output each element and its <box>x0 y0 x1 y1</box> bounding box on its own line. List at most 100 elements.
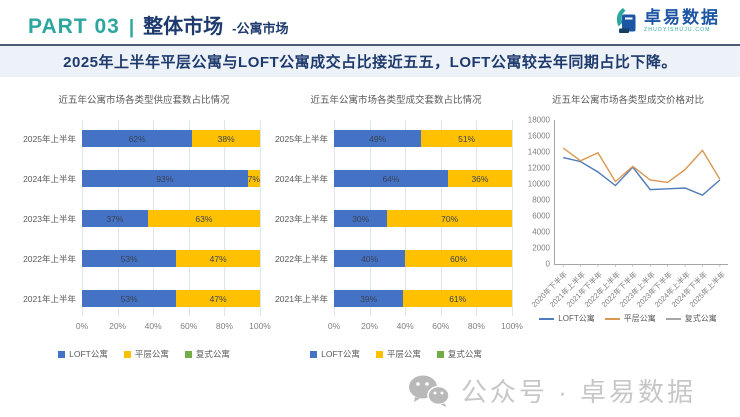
gridline <box>512 120 513 316</box>
line-plot: 0 2000 4000 6000 8000 10000 12000 14000 16000 180… <box>528 116 728 269</box>
bar-row: 2025年上半年 62% 38% <box>23 130 260 147</box>
x-axis-labels: 0% 20% 40% 60% 80% 100% <box>328 321 523 334</box>
x-tick-label: 20% <box>361 321 379 331</box>
category-label: 2024年上半年 <box>275 173 328 184</box>
bar-segment: 47% <box>176 250 260 267</box>
brand-logo-icon <box>616 8 636 33</box>
legend-label: 平层公寓 <box>623 314 656 323</box>
legend-item: 复式公寓 <box>436 348 482 360</box>
bar-row: 2021年上半年 53% 47% <box>23 290 260 307</box>
category-label: 2025年上半年 <box>275 133 328 144</box>
bar-row: 2024年上半年 93% 7% <box>23 170 260 187</box>
legend-swatch <box>436 350 444 358</box>
bar-track: 39% 61% <box>334 290 512 307</box>
part-label: PART 03 <box>28 15 120 38</box>
category-label: 2021年上半年 <box>23 293 76 304</box>
legend-label: LOFT公寓 <box>69 349 108 359</box>
bar-track: 30% 70% <box>334 210 512 227</box>
y-tick-label: 10000 <box>527 179 550 189</box>
slide-header: PART 03 | 整体市场 -公寓市场 <box>28 10 288 39</box>
bar-segment: 38% <box>192 130 260 147</box>
bar-segment: 37% <box>82 210 148 227</box>
y-tick-label: 6000 <box>532 211 550 221</box>
line-series-svg <box>562 147 721 267</box>
legend-line-swatch <box>604 317 620 320</box>
gridline <box>260 120 261 316</box>
legend-label: LOFT公寓 <box>558 314 595 323</box>
chart-sales-share: 近五年公寓市场各类型成交套数占比情况 2025年上半年 49% 51% 2024年上半… <box>272 88 523 360</box>
x-axis-labels: 2020年下半年 2021年上半年 2021年下半年 2022年上半年 2022年下半年… <box>530 265 728 313</box>
legend-item: LOFT公寓 <box>539 313 595 324</box>
bar-plot: 2025年上半年 49% 51% 2024年上半年 64% 36% 2023年上半年 30% 7… <box>275 120 513 316</box>
legend-swatch <box>58 350 66 358</box>
x-tick-label: 40% <box>144 321 162 331</box>
bar-track: 62% 38% <box>82 130 260 147</box>
legend-label: 复式公寓 <box>447 349 482 359</box>
bar-segment: 51% <box>421 130 512 147</box>
headline-band: 2025年上半年平层公寓与LOFT公寓成交占比接近五五，LOFT公寓较去年同期占… <box>0 46 740 77</box>
headline: 2025年上半年平层公寓与LOFT公寓成交占比接近五五，LOFT公寓较去年同期占… <box>63 54 677 71</box>
bar-track: 93% 7% <box>82 170 260 187</box>
category-label: 2022年上半年 <box>275 253 328 264</box>
bar-segment: 70% <box>387 210 512 227</box>
bar-segment: 36% <box>447 170 512 187</box>
legend-item: LOFT公寓 <box>58 348 108 360</box>
bar-segment: 60% <box>405 250 512 267</box>
y-tick-label: 8000 <box>532 195 550 205</box>
legend-item: 平层公寓 <box>123 348 169 360</box>
bar-segment: 30% <box>334 210 388 227</box>
category-label: 2022年上半年 <box>23 253 76 264</box>
legend-item: 复式公寓 <box>665 313 717 324</box>
bar-row: 2025年上半年 49% 51% <box>275 130 512 147</box>
bar-plot: 2025年上半年 62% 38% 2024年上半年 93% 7% 2023年上半年 37% 63… <box>23 120 261 316</box>
legend-swatch <box>184 350 192 358</box>
bar-segment: 53% <box>82 290 177 307</box>
chart-legend: LOFT公寓 平层公寓 复式公寓 <box>20 348 268 360</box>
legend-label: 复式公寓 <box>195 349 230 359</box>
bar-segment: 47% <box>176 290 260 307</box>
bar-track: 40% 60% <box>334 250 512 267</box>
bar-row: 2024年上半年 64% 36% <box>275 170 512 187</box>
bar-row: 2022年上半年 53% 47% <box>23 250 260 267</box>
category-label: 2024年上半年 <box>23 173 76 184</box>
x-tick-label: 100% <box>249 321 271 331</box>
bar-segment: 7% <box>247 170 260 187</box>
legend-swatch <box>310 350 318 358</box>
section-subtitle: -公寓市场 <box>232 21 289 36</box>
legend-swatch <box>375 350 383 358</box>
category-label: 2021年上半年 <box>275 293 328 304</box>
bar-segment: 40% <box>334 250 406 267</box>
bar-row: 2022年上半年 40% 60% <box>275 250 512 267</box>
legend-label: 平层公寓 <box>134 349 169 359</box>
category-label: 2025年上半年 <box>23 133 76 144</box>
bar-row: 2023年上半年 30% 70% <box>275 210 512 227</box>
section-title: 整体市场 <box>143 16 224 38</box>
chart-legend: LOFT公寓 平层公寓 复式公寓 <box>272 348 520 360</box>
y-tick-label: 0 <box>545 259 550 269</box>
y-tick-label: 18000 <box>527 115 550 125</box>
brand-logo-text: 卓易数据 zhuoyishuju.com <box>644 9 720 33</box>
legend-line-swatch <box>539 317 555 320</box>
x-tick-label: 80% <box>215 321 233 331</box>
x-tick-label: 20% <box>109 321 127 331</box>
bar-track: 53% 47% <box>82 250 260 267</box>
legend-swatch <box>123 350 131 358</box>
chart-price-trend: 近五年公寓市场各类型成交价格对比 0 2000 4000 6000 8000 10000 1… <box>516 88 740 324</box>
bar-segment: 49% <box>334 130 422 147</box>
legend-item: LOFT公寓 <box>310 348 360 360</box>
legend-label: LOFT公寓 <box>321 349 360 359</box>
wechat-icon <box>408 375 450 407</box>
bar-track: 53% 47% <box>82 290 260 307</box>
y-tick-label: 12000 <box>527 163 550 173</box>
bar-segment: 64% <box>334 170 448 187</box>
y-tick-label: 4000 <box>532 227 550 237</box>
bar-row: 2021年上半年 39% 61% <box>275 290 512 307</box>
x-tick-label: 0% <box>327 321 341 331</box>
brand-tagline: zhuoyishuju.com <box>644 27 711 33</box>
bar-segment: 39% <box>334 290 404 307</box>
brand-logo: 卓易数据 zhuoyishuju.com <box>613 7 720 35</box>
chart-supply-share: 近五年公寓市场各类型供应套数占比情况 2025年上半年 62% 38% 2024年上半… <box>20 88 271 360</box>
bar-segment: 63% <box>147 210 260 227</box>
x-tick-label: 0% <box>75 321 89 331</box>
bar-track: 37% 63% <box>82 210 260 227</box>
